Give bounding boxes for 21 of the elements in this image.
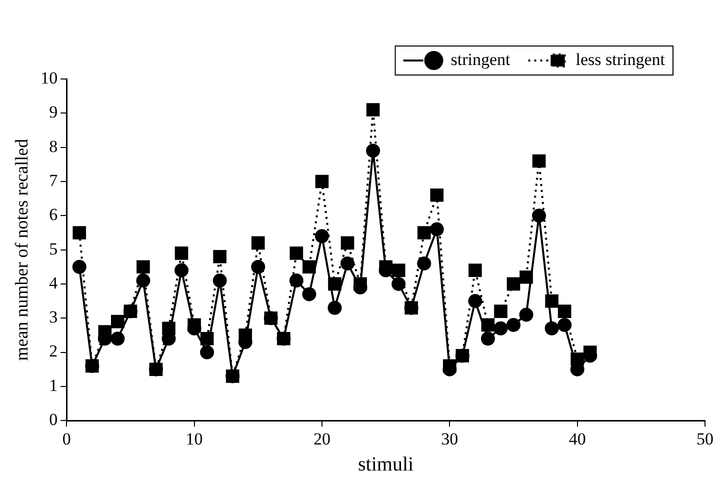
legend-label: stringent <box>450 50 511 69</box>
y-tick-label: 6 <box>49 205 58 224</box>
y-tick-label: 2 <box>49 342 58 361</box>
y-axis-title: mean number of notes recalled <box>12 138 32 361</box>
x-tick-label: 40 <box>568 429 586 448</box>
y-tick-label: 9 <box>49 102 58 122</box>
y-tick-label: 3 <box>49 308 58 327</box>
x-tick-label: 10 <box>186 429 203 448</box>
x-tick-label: 0 <box>62 429 71 448</box>
y-tick-label: 7 <box>49 170 58 190</box>
y-tick-label: 1 <box>49 376 58 395</box>
x-tick-label: 20 <box>313 429 330 448</box>
y-tick-label: 8 <box>49 136 58 156</box>
x-tick-label: 30 <box>441 429 458 448</box>
y-tick-label: 0 <box>49 410 58 430</box>
y-tick-label: 4 <box>49 273 58 292</box>
x-tick-label: 50 <box>696 429 714 448</box>
legend-label: less stringent <box>576 50 666 69</box>
y-tick-label: 5 <box>49 239 58 258</box>
y-tick-label: 10 <box>40 68 58 88</box>
x-axis-title: stimuli <box>358 453 414 476</box>
